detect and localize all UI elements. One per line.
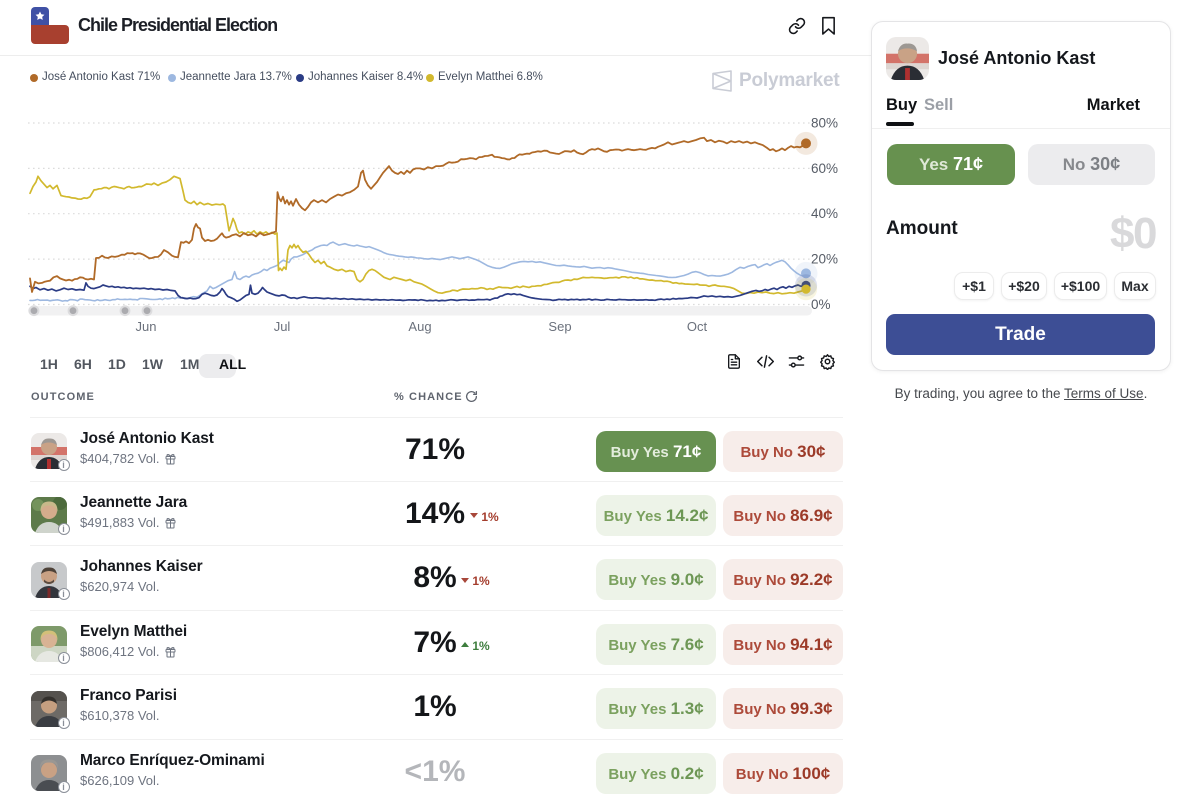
svg-text:20%: 20%	[811, 252, 838, 267]
svg-text:Oct: Oct	[687, 319, 708, 334]
svg-text:Sep: Sep	[548, 319, 571, 334]
svg-text:40%: 40%	[811, 206, 838, 221]
svg-text:Jul: Jul	[274, 319, 291, 334]
svg-text:0%: 0%	[811, 297, 831, 312]
svg-text:60%: 60%	[811, 161, 838, 176]
svg-text:Aug: Aug	[408, 319, 431, 334]
svg-text:Jun: Jun	[136, 319, 157, 334]
svg-text:80%: 80%	[811, 116, 838, 131]
